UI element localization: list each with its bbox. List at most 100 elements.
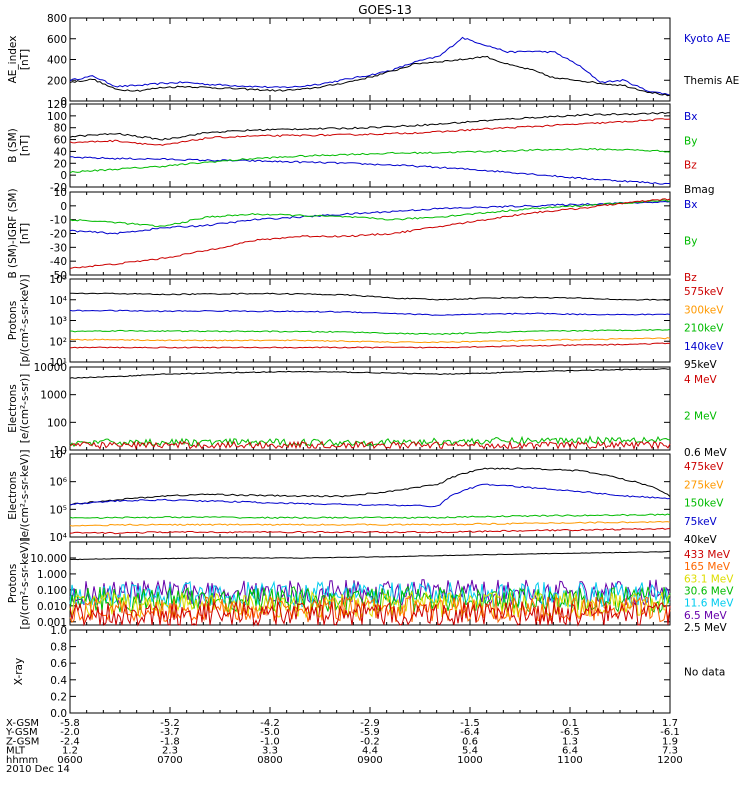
footer-row-label: Y-GSM [5, 727, 38, 738]
footer-value: 4.4 [362, 746, 378, 757]
series-line-11-6-mev [69, 580, 671, 609]
footer-value: -6.1 [660, 727, 680, 738]
footer-value: -5.9 [360, 727, 380, 738]
y-tick-label: 10² [49, 336, 67, 348]
y-tick-label: 1000 [40, 390, 67, 402]
panel-7: 0.001 0.010 0.100 1.000 10.000Protons[p/(cm²… [7, 537, 734, 634]
y-tick-label: 0.4 [50, 675, 67, 687]
y-tick-label: 0.0 [50, 708, 67, 720]
footer-value: -2.0 [60, 727, 80, 738]
legend-6-5-mev: 6.5 MeV [684, 610, 728, 622]
footer-value: 0700 [157, 755, 182, 766]
y-tick-label: -40 [50, 256, 67, 268]
panel-1: 0 200 400 600 800 AE_index[nT] Kyoto AE Themis … [7, 13, 739, 108]
y-tick-label: 80 [54, 123, 67, 135]
series-line-bx [69, 200, 671, 235]
series-line-2-5-mev [69, 550, 670, 561]
y-tick-label: 600 [47, 34, 67, 46]
footer-row-label: MLT [6, 746, 26, 757]
y-tick-label: 400 [47, 55, 67, 67]
y-tick-label: 10⁶ [49, 477, 67, 489]
legend-2-5-mev: 2.5 MeV [684, 622, 728, 634]
footer-value: 3.3 [262, 746, 278, 757]
y-tick-label: 40 [54, 146, 67, 158]
series-line-by [69, 199, 671, 228]
footer-value: -2.9 [360, 718, 380, 729]
footer-value: -3.7 [160, 727, 180, 738]
series-line-4-mev [69, 440, 671, 451]
panel-6: 10⁴ 10⁵ 10⁶ 10⁷ Electrons[e/(cm²-s-sr-keV)] 4… [7, 449, 724, 546]
y-tick-label: 10⁵ [49, 274, 67, 286]
y-tick-label: 120 [47, 99, 67, 111]
legend-475kev: 475keV [684, 461, 724, 473]
series-line-bz [69, 118, 671, 146]
y-tick-label: -20 [50, 182, 67, 194]
series-line-210kev [69, 328, 671, 336]
y-tick-label: 10⁴ [49, 532, 67, 544]
legend-300kev: 300keV [684, 304, 724, 316]
y-axis-label: B (SM)[nT] [7, 128, 31, 162]
y-tick-label: 100 [47, 417, 67, 429]
y-tick-label: 0 [60, 170, 67, 182]
footer-value: -5.0 [260, 727, 280, 738]
legend-bx: Bx [684, 199, 697, 211]
y-tick-label: -30 [50, 242, 67, 254]
y-tick-label: 800 [47, 13, 67, 25]
y-tick-label: 10.000 [30, 553, 67, 565]
footer-row-label: hhmm [6, 755, 38, 766]
y-tick-label: 60 [54, 135, 67, 147]
footer-value: -0.2 [360, 736, 380, 747]
series-line-bmag [69, 111, 671, 141]
y-tick-label: 10¹ [49, 357, 67, 369]
legend-2-mev: 2 MeV [684, 411, 718, 423]
no-data-label: No data [684, 667, 725, 679]
series-line-300kev [69, 337, 671, 344]
y-tick-label: 0.100 [37, 585, 67, 597]
y-tick-label: 0.8 [50, 642, 67, 654]
legend-bz: Bz [684, 160, 697, 172]
y-axis-label: Electrons[e/(cm²-s-sr-keV)] [7, 450, 31, 542]
footer-value: -1.8 [160, 736, 180, 747]
footer-value: -2.4 [60, 736, 80, 747]
footer-value: -5.8 [60, 718, 80, 729]
footer-value: 0800 [257, 755, 282, 766]
legend-bz: Bz [684, 272, 697, 284]
y-tick-label: 10000 [34, 362, 67, 374]
footer-value: 5.4 [462, 746, 478, 757]
footer-value: 0600 [57, 755, 82, 766]
series-line-kyoto-ae [69, 36, 671, 96]
footer-value: 6.4 [562, 746, 578, 757]
y-tick-label: 0.6 [50, 658, 67, 670]
legend-4-mev: 4 MeV [684, 374, 718, 386]
series-line-150kev [69, 513, 671, 519]
panel-frame [69, 629, 671, 714]
legend-95kev: 95keV [684, 359, 718, 371]
series-line-140kev [69, 309, 671, 316]
footer-date: 2010 Dec 14 [6, 764, 70, 775]
y-tick-label: 10⁴ [49, 295, 67, 307]
legend-30-6-mev: 30.6 MeV [684, 586, 734, 598]
series-line-by [69, 147, 671, 174]
footer-value: 1.2 [62, 746, 78, 757]
panel-4: 10¹ 10² 10³ 10⁴ 10⁵ Protons[p/(cm²-s-sr-keV)]… [7, 274, 724, 371]
y-axis-label: Protons[p/(cm²-s-sr-keV)] [7, 274, 31, 366]
y-tick-label: 100 [47, 111, 67, 123]
y-tick-label: 0.001 [37, 617, 67, 629]
legend-575kev: 575keV [684, 286, 724, 298]
series-line-275kev [69, 520, 671, 527]
series-line-63-1-mev [69, 589, 671, 619]
footer-value: 1200 [657, 755, 682, 766]
y-axis-label: X-ray [13, 658, 25, 685]
legend-210kev: 210keV [684, 323, 724, 335]
legend-150kev: 150keV [684, 498, 724, 510]
series-line-40kev [69, 467, 671, 506]
series-line-30-6-mev [69, 585, 671, 614]
legend-by: By [684, 236, 697, 248]
y-axis-label: B (SM)-IGRF (SM)[nT] [7, 188, 31, 278]
series-line-95kev [69, 292, 671, 301]
series-line-bz [69, 198, 671, 269]
series-line-165-mev [69, 595, 671, 624]
y-tick-label: 10⁵ [49, 504, 67, 516]
footer-value: 1100 [557, 755, 582, 766]
